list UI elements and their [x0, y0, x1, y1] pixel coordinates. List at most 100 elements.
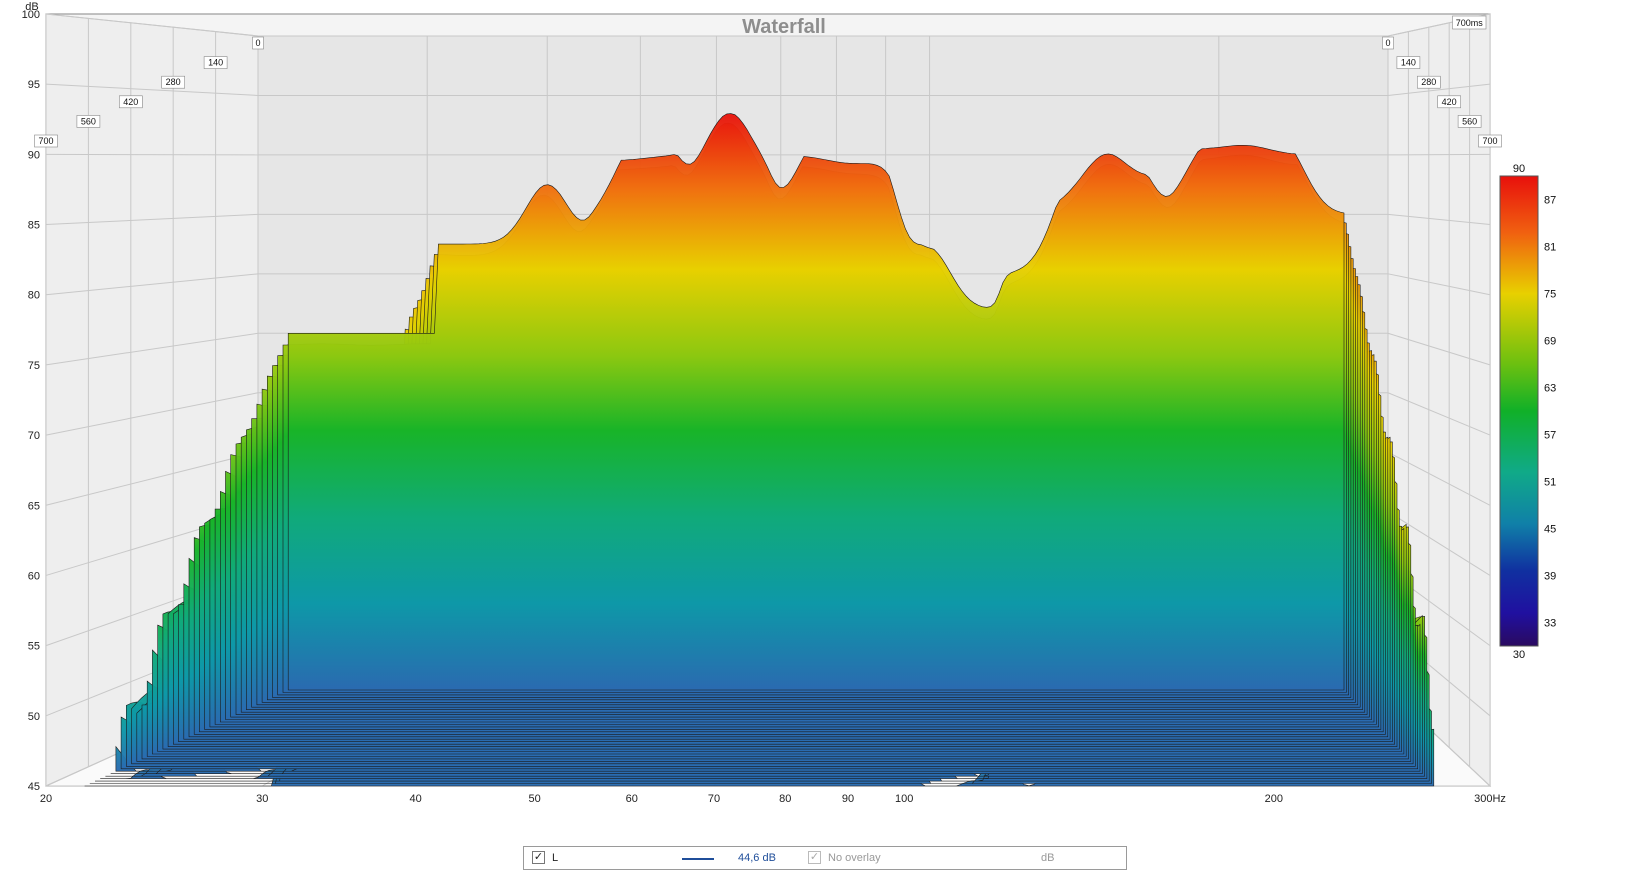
time-tick-box	[1417, 75, 1441, 89]
colorbar-tick-label: 51	[1544, 477, 1556, 489]
x-tick-label: 60	[626, 793, 638, 805]
colorbar: 90 87 81 75 69 63 57 51 45 39 33 30	[1499, 163, 1556, 661]
time-tick-right: 700	[1478, 134, 1502, 148]
time-end: 700ms	[1452, 15, 1487, 30]
overlay-unit: dB	[1041, 852, 1055, 864]
left-grid-y	[45, 332, 259, 366]
axes: 20 30 40 50 60 70 80 90 100 200 300Hz 100 95 90 85 80 75…	[22, 1, 1506, 805]
time-tick-label: 0	[255, 38, 260, 48]
time-tick-right: 0	[1382, 36, 1394, 50]
left-grid-y	[45, 451, 259, 506]
time-tick-left: 140	[203, 56, 228, 69]
series-line-swatch	[682, 858, 714, 860]
time-end-label: 700ms	[1456, 18, 1484, 28]
colorbar-tick-label: 90	[1513, 163, 1525, 175]
y-tick-label: 85	[28, 220, 40, 232]
time-tick-label: 420	[1442, 97, 1457, 107]
right-grid-y	[1387, 83, 1491, 96]
time-tick-box	[1437, 95, 1461, 109]
left-grid-y	[45, 13, 259, 37]
right-grid-y	[1387, 153, 1491, 156]
right-grid-y	[1387, 451, 1491, 506]
time-tick-label: 420	[123, 97, 138, 107]
colorbar-tick-label: 75	[1544, 289, 1556, 301]
time-tick-right: 560	[1457, 115, 1482, 128]
time-tick-box	[252, 36, 264, 50]
x-tick-label: 40	[409, 793, 421, 805]
colorbar-tick-label: 63	[1544, 383, 1556, 395]
time-tick-label: 560	[1462, 116, 1477, 126]
overlay-label: No overlay	[828, 852, 881, 864]
y-tick-label: 100	[22, 9, 40, 21]
left-grid-y	[45, 213, 259, 226]
colorbar-scale	[1499, 175, 1539, 647]
y-tick-label: 75	[28, 360, 40, 372]
waterfall-slices	[84, 113, 1435, 787]
time-tick-label: 0	[1385, 38, 1390, 48]
series-label: L	[552, 852, 559, 864]
y-unit-label: dB	[25, 1, 38, 13]
colorbar-tick-label: 33	[1544, 618, 1556, 630]
time-tick-box	[161, 75, 185, 89]
time-tick-box	[1457, 115, 1482, 128]
time-tick-left: 560	[76, 115, 101, 128]
time-tick-box	[119, 95, 143, 109]
overlay-checkbox[interactable]: ✓	[808, 851, 821, 864]
chart-title: Waterfall	[742, 16, 826, 38]
time-tick-box	[34, 134, 58, 148]
time-tick-left: 0	[252, 36, 264, 50]
time-tick-label: 140	[1401, 58, 1416, 68]
colorbar-tick-label: 39	[1544, 571, 1556, 583]
time-tick-right: 280	[1417, 75, 1441, 89]
y-tick-label: 55	[28, 641, 40, 653]
y-tick-label: 60	[28, 570, 40, 582]
colorbar-tick-label: 69	[1544, 336, 1556, 348]
left-grid-y	[45, 273, 259, 296]
colorbar-tick-label: 30	[1513, 649, 1525, 661]
time-tick-label: 560	[81, 116, 96, 126]
x-tick-label: 70	[708, 793, 720, 805]
time-tick-label: 700	[38, 136, 53, 146]
left-grid-y	[45, 153, 259, 156]
time-tick-right: 140	[1396, 56, 1421, 69]
x-tick-label: 200	[1265, 793, 1283, 805]
time-tick-left: 420	[119, 95, 143, 109]
x-tick-label: 30	[256, 793, 268, 805]
series-checkbox[interactable]: ✓	[532, 851, 545, 864]
time-tick-label: 700	[1482, 136, 1497, 146]
colorbar-tick-label: 57	[1544, 430, 1556, 442]
right-grid-y	[1387, 392, 1491, 436]
time-tick-left: 280	[161, 75, 185, 89]
colorbar-tick-label: 87	[1544, 195, 1556, 207]
y-tick-label: 90	[28, 149, 40, 161]
left-grid-y	[45, 392, 259, 436]
time-tick-box	[1382, 36, 1394, 50]
x-tick-label: 50	[528, 793, 540, 805]
right-grid-y	[1387, 273, 1491, 296]
right-grid-y	[1387, 332, 1491, 366]
colorbar-tick-label: 45	[1544, 524, 1556, 536]
x-tick-label: 100	[895, 793, 913, 805]
y-tick-label: 95	[28, 79, 40, 91]
time-tick-box	[203, 56, 228, 69]
time-end-box	[1452, 15, 1487, 30]
time-tick-box	[1478, 134, 1502, 148]
y-tick-label: 70	[28, 430, 40, 442]
y-tick-label: 50	[28, 711, 40, 723]
legend-bar: ✓ L 44,6 dB ✓ No overlay dB	[523, 846, 1127, 870]
time-tick-box	[1396, 56, 1421, 69]
left-grid-y	[45, 83, 259, 96]
right-grid-y	[1387, 511, 1491, 576]
y-tick-label: 45	[28, 781, 40, 793]
series-value: 44,6 dB	[738, 852, 776, 864]
x-tick-label: 90	[842, 793, 854, 805]
right-grid-y	[1387, 213, 1491, 226]
x-tick-label: 300Hz	[1474, 793, 1506, 805]
x-tick-label: 20	[40, 793, 52, 805]
x-tick-label: 80	[779, 793, 791, 805]
y-tick-label: 80	[28, 290, 40, 302]
y-tick-label: 65	[28, 500, 40, 512]
time-tick-left: 700	[34, 134, 58, 148]
time-tick-right: 420	[1437, 95, 1461, 109]
waterfall-slice	[287, 113, 1345, 691]
